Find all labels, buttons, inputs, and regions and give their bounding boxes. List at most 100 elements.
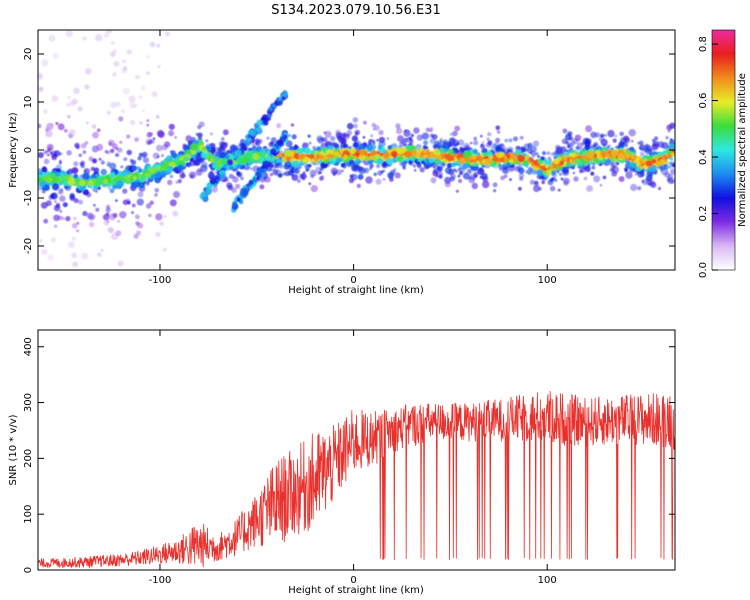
spectrogram-cell: [644, 143, 650, 149]
spectrogram-cell: [269, 172, 274, 177]
spectrogram-cell: [423, 140, 429, 146]
spectrogram-cell: [473, 140, 479, 146]
spectrogram-cell: [436, 142, 442, 148]
spectrogram-cell: [95, 174, 99, 178]
spectrogram-cell: [318, 170, 322, 175]
spectrogram-cell: [543, 167, 547, 172]
spectrogram-cell: [142, 157, 150, 164]
spectrogram-cell: [110, 180, 117, 186]
spectrogram-cell: [220, 141, 228, 150]
figure-title: S134.2023.079.10.56.E31: [271, 3, 440, 18]
spectrogram-cell: [259, 151, 265, 158]
spectrogram-cell: [302, 171, 306, 175]
spectrogram-cell: [115, 199, 118, 202]
spectrogram-cell: [413, 127, 420, 134]
spectrogram-cell: [430, 177, 437, 184]
colorbar-tick-label: 0.4: [698, 149, 709, 165]
spectrogram-cell: [360, 169, 363, 172]
spectrogram-cell: [262, 160, 268, 167]
spectrogram-cell: [121, 109, 126, 114]
spectrogram-cell: [309, 153, 315, 159]
spectrogram-cell: [582, 151, 586, 155]
spectrogram-cell: [107, 186, 111, 190]
spectrogram-cell: [129, 119, 136, 126]
spectrogram-cell: [451, 162, 456, 168]
spectrogram-cell: [167, 179, 173, 186]
spectrogram-cell: [104, 149, 109, 154]
spectrogram-cell: [338, 132, 343, 137]
spectrogram-cell: [63, 181, 68, 186]
spectrogram-cell: [493, 189, 497, 193]
spectrogram-cell: [564, 151, 570, 157]
colorbar-tick-label: 0.0: [698, 262, 709, 278]
spectrogram-cell: [251, 141, 258, 148]
spectrogram-cell: [221, 137, 225, 141]
spectrogram-cell: [106, 110, 111, 115]
spectrogram-cell: [357, 174, 364, 180]
spectrogram-cell: [235, 164, 240, 169]
spectrogram-cell: [335, 157, 343, 164]
spectrogram-cell: [414, 169, 417, 172]
spectrogram-cell: [519, 135, 524, 140]
spectrogram-cell: [224, 155, 230, 160]
spectrogram-cell: [78, 153, 83, 157]
spectrogram-cell: [577, 160, 583, 166]
spectrogram-cell: [38, 177, 42, 183]
spectrogram-cell: [164, 141, 171, 148]
spectrogram-cell: [278, 173, 283, 178]
spectrogram-cell: [247, 182, 253, 187]
spectrogram-cell: [256, 176, 260, 181]
spectrogram-cell: [100, 168, 108, 176]
spectrogram-cell: [96, 143, 104, 151]
spectrogram-cell: [394, 172, 401, 179]
spectrogram-cell: [131, 203, 136, 208]
y-tick-label: 20: [23, 48, 34, 61]
spectrogram-cell: [412, 164, 417, 168]
spectrogram-cell: [145, 203, 152, 209]
spectrogram-cell: [116, 180, 124, 188]
spectrogram-cell: [370, 134, 374, 138]
spectrogram-cell: [115, 153, 120, 158]
spectrogram-cell: [197, 132, 203, 139]
spectrogram-cell: [638, 140, 644, 146]
spectrogram-cell: [437, 167, 442, 171]
spectrogram-cell: [236, 197, 241, 202]
spectrogram-cell: [663, 164, 667, 168]
spectrogram-cell: [586, 167, 591, 173]
spectrogram-cell: [305, 168, 310, 172]
spectrogram-cell: [652, 138, 656, 143]
spectrogram-cell: [654, 136, 659, 141]
spectrogram-cell: [349, 147, 356, 155]
spectrogram-cell: [457, 139, 465, 146]
spectrogram-cell: [587, 151, 595, 159]
spectrogram-cell: [631, 139, 634, 143]
spectrogram-cell: [356, 152, 360, 156]
spectrogram-cell: [122, 59, 126, 64]
spectrogram-cell: [90, 174, 95, 179]
spectrogram-cell: [473, 136, 478, 141]
spectrogram-cell: [468, 177, 471, 180]
spectrogram-cell: [205, 187, 213, 194]
spectrogram-cell: [660, 169, 663, 172]
spectrogram-cell: [47, 254, 54, 261]
spectrogram-cell: [598, 159, 602, 163]
spectrogram-cell: [146, 71, 150, 75]
spectrogram-cell: [403, 129, 411, 137]
spectrogram-cell: [391, 150, 398, 158]
spectrogram-cell: [529, 157, 534, 162]
spectrogram-cell: [95, 134, 98, 138]
spectrogram-cell: [87, 179, 94, 186]
spectrogram-cell: [97, 186, 101, 190]
spectrogram-cell: [486, 137, 490, 141]
spectrogram-cell: [107, 220, 110, 223]
spectrogram-cell: [229, 144, 237, 152]
spectrogram-cell: [318, 154, 324, 160]
spectrogram-cell: [148, 213, 152, 218]
spectrogram-cell: [138, 95, 143, 100]
spectrogram-cell: [628, 152, 632, 156]
spectrogram-cell: [585, 125, 593, 133]
spectrogram-cell: [232, 201, 237, 207]
x-tick-label: 0: [350, 575, 356, 586]
spectrogram-cell: [375, 178, 382, 185]
spectrogram-cell: [607, 144, 611, 149]
